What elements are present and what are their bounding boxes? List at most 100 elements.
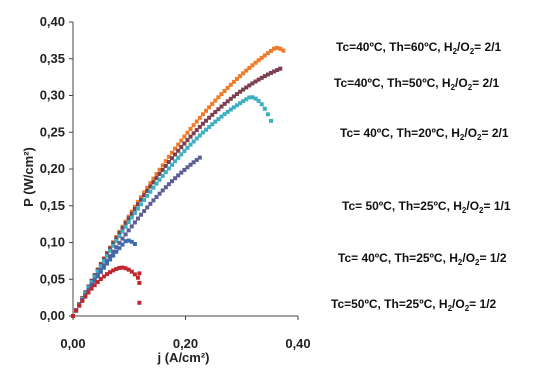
data-point [176, 155, 181, 160]
data-point [241, 87, 246, 92]
data-point [135, 206, 140, 211]
data-point [197, 133, 202, 138]
data-point [204, 108, 209, 113]
data-point [259, 55, 264, 60]
y-tick-label: 0,00 [40, 308, 65, 323]
data-point [148, 189, 153, 194]
data-point [262, 106, 267, 111]
data-point [111, 253, 116, 258]
data-point [89, 286, 94, 291]
data-point [105, 272, 110, 277]
data-point [160, 163, 165, 168]
y-axis-title: P (W/cm²) [21, 147, 36, 207]
data-point [228, 96, 233, 101]
data-point [188, 162, 193, 167]
data-point [191, 123, 196, 128]
y-tick-label: 0,20 [40, 161, 65, 176]
data-point [154, 176, 159, 181]
y-tick-label: 0,25 [40, 124, 65, 139]
data-point [123, 221, 128, 226]
data-point [132, 204, 137, 209]
data-point [256, 98, 261, 103]
data-point [253, 79, 258, 84]
data-point [247, 83, 252, 88]
data-point [179, 145, 184, 150]
data-point [225, 85, 230, 90]
data-point [120, 229, 125, 234]
data-point [105, 261, 110, 266]
data-point [145, 193, 150, 198]
data-point [148, 181, 153, 186]
data-point [71, 314, 75, 318]
data-point [194, 128, 199, 133]
y-tick-label: 0,05 [40, 271, 65, 286]
data-point [259, 102, 264, 107]
x-axis-title: j (A/cm²) [157, 350, 210, 365]
data-point [135, 275, 140, 280]
data-point [123, 239, 128, 244]
data-point [182, 134, 187, 139]
data-point [108, 257, 113, 262]
data-point [114, 236, 119, 241]
data-point [250, 95, 255, 100]
data-point [275, 45, 280, 50]
data-point [154, 194, 159, 199]
data-point [278, 46, 283, 51]
data-point [185, 130, 190, 135]
data-point [160, 167, 165, 172]
data-point [126, 238, 131, 243]
legend-entry: Tc=40ºC, Th=60ºC, H2/O2= 2/1 [336, 40, 502, 56]
data-point [241, 99, 246, 104]
data-point [154, 172, 159, 177]
data-point [185, 145, 190, 150]
data-point [213, 98, 218, 103]
data-point [148, 201, 153, 206]
data-point [137, 280, 142, 285]
data-point [244, 85, 249, 90]
data-point [120, 226, 125, 231]
data-point [101, 274, 106, 279]
data-point [238, 89, 243, 94]
data-point [120, 236, 125, 241]
data-point [117, 231, 122, 236]
data-point [145, 185, 150, 190]
legend-entry: Tc=40ºC, Th=50ºC, H2/O2= 2/1 [334, 76, 500, 92]
legend-entry: Tc=50ºC, Th=25ºC, H2/O2= 1/2 [331, 297, 497, 313]
data-point [105, 258, 110, 263]
data-point [166, 160, 171, 165]
data-point [157, 167, 162, 172]
data-point [238, 74, 243, 79]
data-point [101, 265, 106, 270]
data-point [213, 109, 218, 114]
x-tick-label: 0,00 [60, 336, 85, 351]
data-point [204, 118, 209, 123]
data-point [95, 274, 100, 279]
data-point [111, 243, 116, 248]
data-point [225, 109, 230, 114]
data-point [163, 163, 168, 168]
data-point [231, 105, 236, 110]
data-point [216, 95, 221, 100]
data-point [222, 112, 227, 117]
data-point [163, 170, 168, 175]
y-tick-label: 0,40 [40, 14, 65, 29]
data-point [132, 206, 137, 211]
data-point [117, 234, 122, 239]
data-point [176, 173, 181, 178]
data-point [219, 92, 224, 97]
data-point [114, 267, 119, 272]
data-point [191, 160, 196, 165]
data-point [222, 88, 227, 93]
data-point [132, 272, 137, 277]
data-point [197, 115, 202, 120]
data-point [213, 119, 218, 124]
data-point [126, 228, 131, 233]
data-point [137, 271, 142, 276]
data-point [142, 209, 147, 214]
y-tick-label: 0,10 [40, 235, 65, 250]
data-point [244, 97, 249, 102]
data-point [86, 290, 91, 295]
data-point [176, 142, 181, 147]
data-point [272, 69, 277, 74]
series-3 [71, 95, 273, 318]
